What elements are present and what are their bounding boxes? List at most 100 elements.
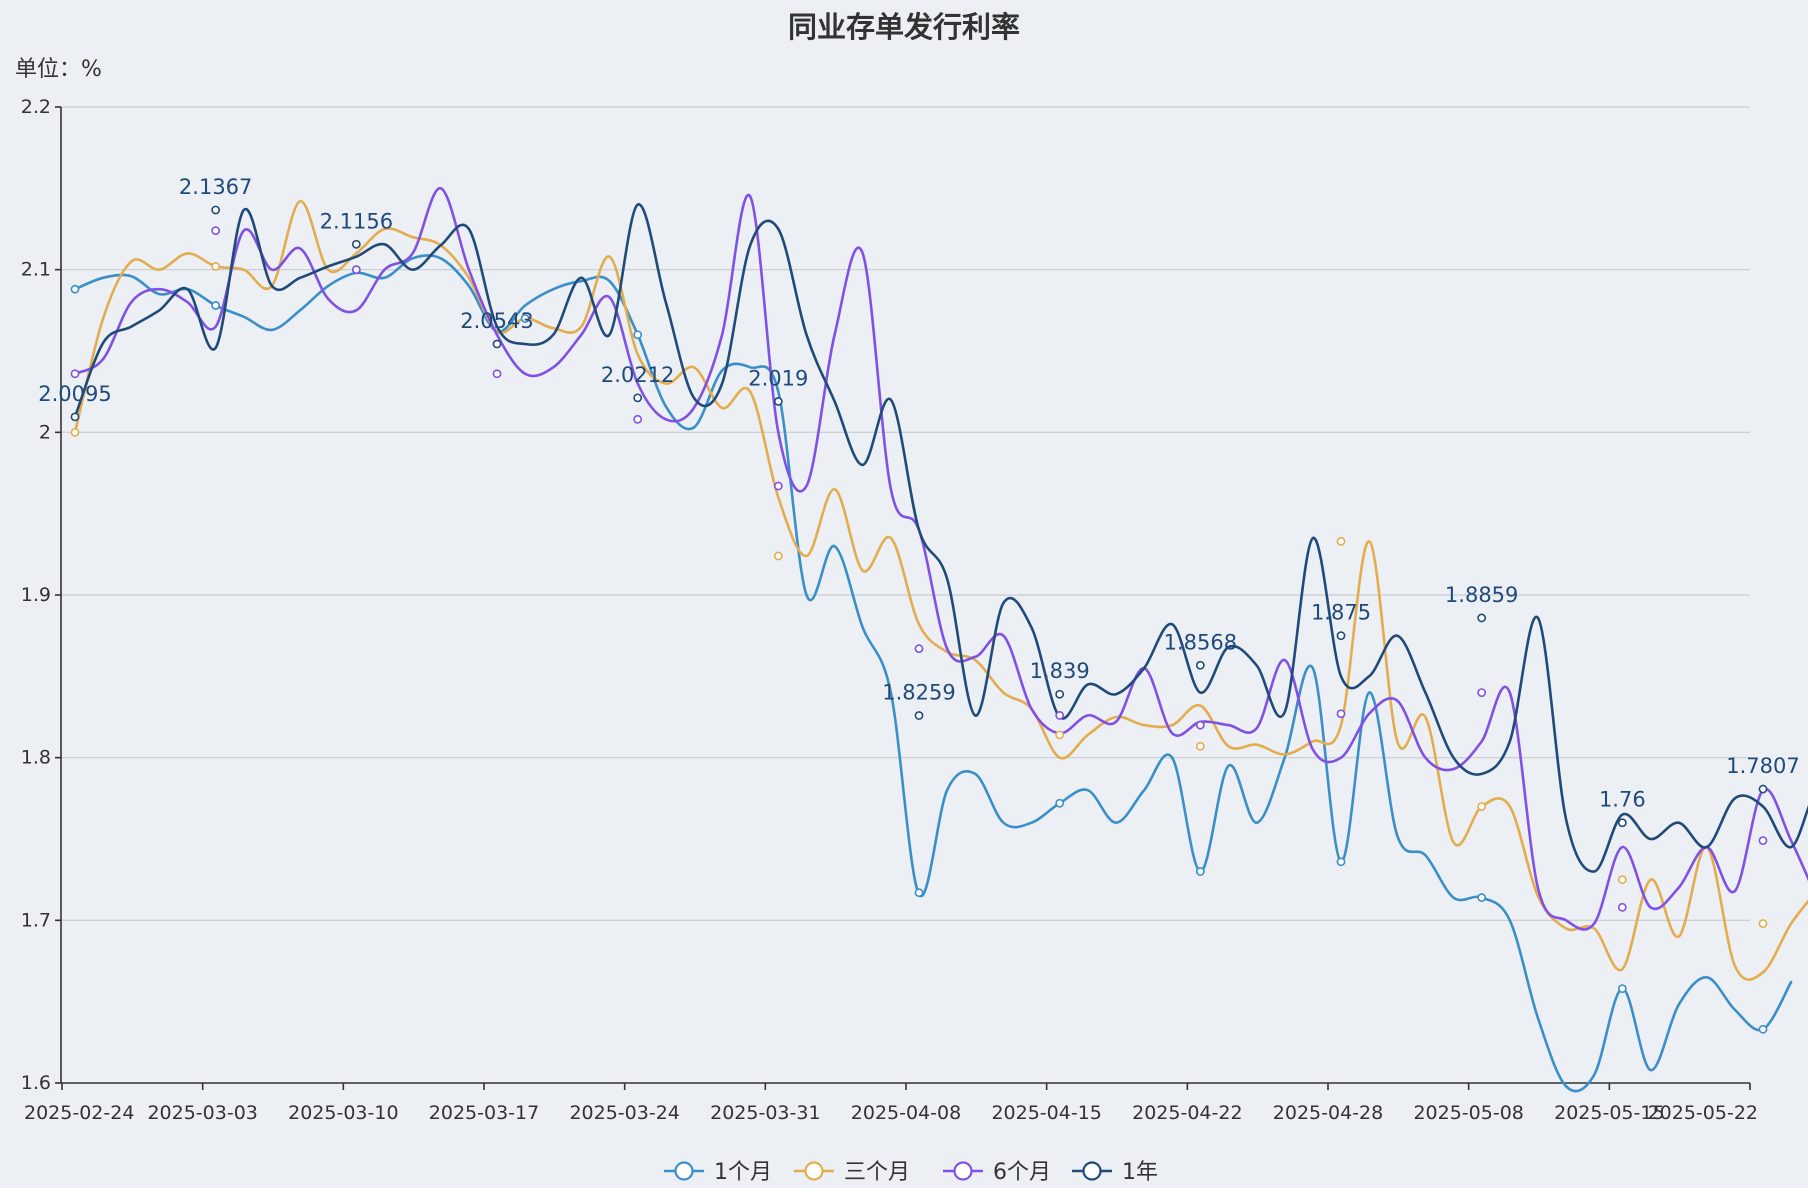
- data-point[interactable]: [211, 262, 221, 271]
- data-point[interactable]: [1195, 720, 1205, 730]
- data-point[interactable]: [1055, 798, 1065, 808]
- legend-swatch-marker: [1082, 1161, 1102, 1181]
- y-tick-label: 2: [39, 421, 51, 443]
- y-tick-label: 1.9: [21, 584, 51, 606]
- data-label: 1.8259: [882, 681, 955, 705]
- data-point[interactable]: [1758, 784, 1768, 794]
- data-point[interactable]: [773, 397, 783, 406]
- data-point[interactable]: [520, 314, 530, 323]
- data-point[interactable]: [1758, 1024, 1768, 1034]
- x-tick-label: 2025-05-22: [1648, 1102, 1758, 1124]
- y-tick-label: 2.2: [21, 96, 51, 118]
- unit-label: 单位：%: [15, 57, 102, 82]
- data-label: 2.0543: [460, 309, 533, 333]
- data-point[interactable]: [492, 339, 502, 349]
- data-point[interactable]: [633, 330, 643, 340]
- data-point[interactable]: [1336, 536, 1346, 546]
- legend-label: 1年: [1122, 1160, 1158, 1185]
- data-point[interactable]: [1336, 631, 1346, 641]
- x-tick-label: 2025-02-24: [24, 1102, 134, 1124]
- data-point[interactable]: [1055, 730, 1065, 740]
- x-tick-label: 2025-03-03: [147, 1102, 257, 1124]
- data-point[interactable]: [1477, 688, 1487, 697]
- x-tick-label: 2025-05-08: [1413, 1102, 1523, 1124]
- data-point[interactable]: [914, 888, 924, 898]
- data-point[interactable]: [1336, 857, 1346, 867]
- data-point[interactable]: [211, 205, 221, 215]
- data-point[interactable]: [1195, 741, 1205, 751]
- data-point[interactable]: [1617, 984, 1627, 994]
- data-point[interactable]: [70, 427, 80, 437]
- data-point[interactable]: [351, 239, 361, 249]
- data-point[interactable]: [773, 551, 783, 561]
- grid-lines: [61, 106, 1750, 921]
- data-point[interactable]: [914, 644, 924, 654]
- legend-label: 6个月: [993, 1160, 1051, 1185]
- data-point[interactable]: [70, 369, 80, 379]
- data-point[interactable]: [633, 393, 643, 403]
- data-point[interactable]: [1336, 709, 1346, 719]
- data-point[interactable]: [1055, 710, 1065, 720]
- data-point[interactable]: [1758, 836, 1768, 846]
- x-tick-label: 2025-03-24: [569, 1102, 679, 1124]
- series-lines: [73, 187, 1808, 1093]
- legend[interactable]: 1个月 三个月 6个月 1年: [664, 1160, 1158, 1185]
- data-point[interactable]: [492, 369, 502, 379]
- series-line-1m: [73, 254, 1793, 1093]
- data-point[interactable]: [1055, 689, 1065, 699]
- data-label: 1.839: [1030, 659, 1090, 683]
- data-label: 1.8859: [1445, 583, 1518, 607]
- data-point[interactable]: [351, 265, 361, 275]
- legend-swatch-marker: [674, 1161, 694, 1181]
- data-point[interactable]: [1477, 802, 1487, 811]
- data-point[interactable]: [211, 301, 221, 310]
- x-tick-label: 2025-04-15: [991, 1102, 1101, 1124]
- x-tick-label: 2025-03-10: [288, 1102, 398, 1124]
- data-labels: 2.0095 2.1367 2.1156 2.0543 2.0212 2.019 1.825…: [38, 175, 1799, 812]
- data-label: 1.8568: [1164, 630, 1237, 654]
- legend-item[interactable]: 1个月: [664, 1160, 772, 1185]
- legend-swatch-marker: [953, 1161, 973, 1181]
- legend-item[interactable]: 1年: [1072, 1160, 1158, 1185]
- data-label: 2.019: [748, 366, 808, 390]
- x-tick-label: 2025-03-31: [710, 1102, 820, 1124]
- data-point[interactable]: [1477, 613, 1487, 623]
- data-label: 2.0212: [601, 363, 674, 387]
- legend-item[interactable]: 三个月: [794, 1160, 910, 1185]
- x-tick-label: 2025-03-17: [429, 1102, 539, 1124]
- data-point[interactable]: [1617, 902, 1627, 912]
- legend-label: 三个月: [844, 1160, 910, 1185]
- data-point[interactable]: [773, 481, 783, 491]
- data-point[interactable]: [633, 414, 643, 424]
- series-line-3m: [73, 200, 1808, 981]
- x-tick-label: 2025-04-28: [1273, 1102, 1383, 1124]
- data-point[interactable]: [1195, 660, 1205, 670]
- data-label: 2.1156: [320, 209, 393, 233]
- data-label: 1.875: [1311, 601, 1371, 625]
- data-point[interactable]: [70, 412, 80, 422]
- y-tick-label: 1.6: [21, 1072, 51, 1094]
- data-label: 2.0095: [38, 382, 111, 406]
- data-point[interactable]: [70, 284, 80, 294]
- x-tick-label: 2025-05-15: [1554, 1102, 1664, 1124]
- chart-title: 同业存单发行利率: [788, 10, 1020, 44]
- legend-item[interactable]: 6个月: [943, 1160, 1051, 1185]
- y-tick-label: 1.8: [21, 747, 51, 769]
- data-point[interactable]: [1617, 875, 1627, 885]
- y-tick-label: 2.1: [21, 259, 51, 281]
- data-point[interactable]: [211, 226, 221, 236]
- data-point[interactable]: [1617, 818, 1627, 828]
- data-markers: [70, 205, 1768, 1034]
- y-tick-label: 1.7: [21, 909, 51, 931]
- data-point[interactable]: [914, 711, 924, 720]
- axes: 1.6 1.7 1.8 1.9 2 2.1 2.2 2025-02-24 2025-03-03 2…: [21, 96, 1758, 1124]
- legend-label: 1个月: [714, 1160, 772, 1185]
- x-tick-label: 2025-04-08: [851, 1102, 961, 1124]
- data-label: 2.1367: [179, 175, 252, 199]
- data-point[interactable]: [1477, 893, 1487, 902]
- data-point[interactable]: [1758, 919, 1768, 928]
- data-label: 1.7807: [1726, 754, 1799, 778]
- data-point[interactable]: [1195, 867, 1205, 876]
